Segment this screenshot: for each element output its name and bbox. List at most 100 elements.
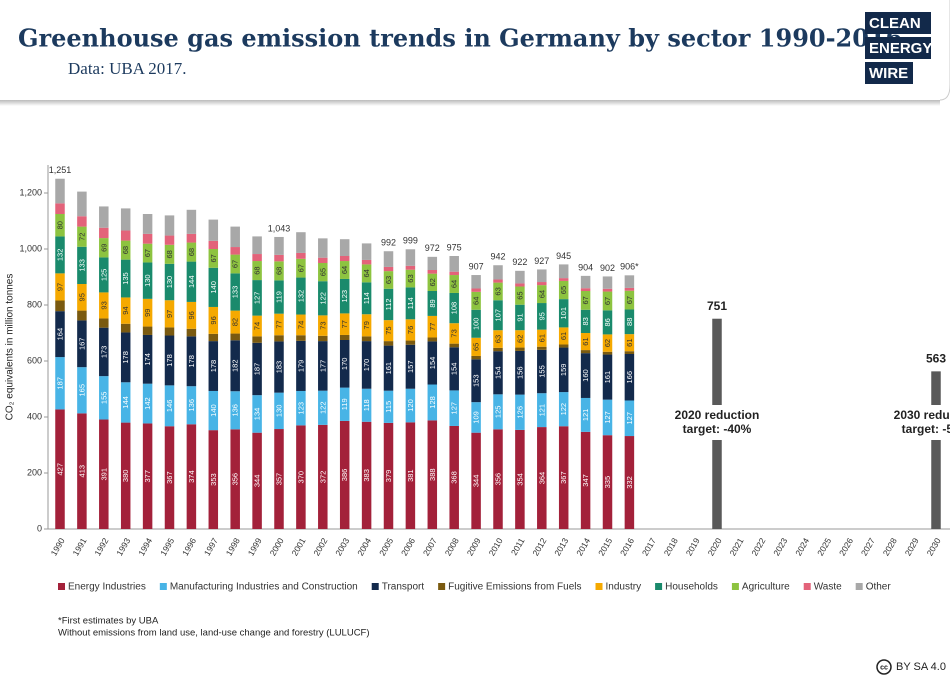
bar-segment: [230, 340, 240, 392]
bar-segment: [558, 392, 569, 427]
bar-segment: [77, 367, 87, 414]
total-label: 1,251: [49, 165, 72, 175]
bar-segment: [296, 277, 306, 315]
x-tick-label: 1997: [202, 536, 220, 558]
bar-segment: [296, 425, 306, 529]
bar-value-label: 86: [603, 318, 612, 326]
bar-segment: [624, 334, 635, 352]
legend-swatch: [438, 583, 446, 590]
bar-segment: [142, 214, 153, 234]
target-bar: [931, 440, 941, 529]
legend-swatch: [159, 583, 167, 590]
bar-segment: [537, 329, 547, 347]
bar-segment: [142, 383, 153, 424]
bar-value-label: 96: [209, 316, 218, 324]
header-shadow: [0, 100, 940, 106]
x-tick-label: 1993: [114, 536, 132, 558]
bar-segment: [471, 432, 481, 529]
x-tick-label: 2002: [311, 536, 329, 558]
bar-value-label: 383: [362, 469, 371, 482]
target-label: 2030 reduction: [894, 408, 950, 422]
bar-segment: [274, 335, 284, 342]
bar-segment: [296, 252, 306, 259]
bar-segment: [55, 409, 65, 529]
bar-segment: [427, 291, 438, 316]
bar-value-label: 97: [165, 310, 174, 318]
bar-value-label: 178: [121, 351, 130, 364]
bar-segment: [339, 278, 350, 314]
bar-segment: [120, 422, 131, 529]
bar-value-label: 155: [537, 365, 546, 378]
bar-segment: [449, 425, 459, 529]
bar-segment: [77, 246, 87, 284]
bar-segment: [405, 422, 416, 529]
bar-segment: [274, 261, 284, 281]
bar-segment: [274, 280, 284, 314]
bar-segment: [339, 340, 350, 388]
logo-text: CLEAN: [869, 15, 921, 32]
bar-value-label: 134: [253, 408, 262, 421]
bar-segment: [558, 344, 569, 348]
bar-segment: [77, 320, 87, 368]
bar-segment: [318, 238, 328, 258]
bar-segment: [383, 266, 394, 272]
bar-segment: [208, 249, 219, 268]
bar-value-label: 391: [99, 468, 108, 481]
bar-segment: [515, 270, 525, 284]
bar-value-label: 77: [428, 323, 437, 331]
bar-segment: [318, 335, 328, 342]
bar-segment: [120, 208, 131, 231]
bar-value-label: 62: [603, 339, 612, 347]
bar-segment: [624, 275, 635, 288]
bar-segment: [471, 309, 481, 338]
bar-value-label: 154: [450, 363, 459, 376]
y-axis-label: CO₂ equivalents in million tonnes: [5, 274, 16, 421]
bar-segment: [252, 236, 262, 255]
bar-value-label: 187: [253, 363, 262, 376]
bar-segment: [580, 397, 591, 432]
bar-segment: [493, 279, 503, 283]
bar-segment: [164, 235, 175, 245]
bar-value-label: 83: [581, 317, 590, 325]
bar-segment: [77, 310, 87, 321]
bar-value-label: 344: [253, 475, 262, 488]
bar-segment: [405, 265, 416, 270]
bar-value-label: 64: [362, 269, 371, 277]
bar-segment: [252, 432, 262, 529]
bar-segment: [186, 328, 197, 337]
bar-segment: [361, 314, 372, 337]
bar-value-label: 367: [559, 471, 568, 484]
bar-segment: [449, 275, 459, 293]
bar-segment: [120, 332, 131, 383]
x-tick-label: 2023: [771, 536, 789, 558]
bar-segment: [624, 351, 635, 354]
x-tick-label: 2005: [377, 536, 395, 558]
bar-value-label: 88: [625, 318, 634, 326]
bar-value-label: 67: [603, 297, 612, 305]
bar-value-label: 61: [559, 332, 568, 340]
bar-segment: [252, 336, 262, 343]
note: *First estimates by UBA: [58, 616, 159, 627]
bar-segment: [318, 257, 328, 263]
bar-segment: [142, 334, 153, 384]
bar-segment: [274, 236, 284, 255]
x-tick-label: 2015: [596, 536, 614, 558]
x-tick-label: 1996: [180, 536, 198, 558]
bar-value-label: 74: [253, 322, 262, 330]
bar-value-label: 77: [340, 320, 349, 328]
x-tick-label: 2022: [749, 536, 767, 558]
bar-segment: [537, 393, 547, 428]
bar-segment: [361, 282, 372, 315]
bar-segment: [580, 309, 591, 333]
bar-segment: [537, 285, 547, 304]
bar-segment: [99, 376, 109, 420]
bar-value-label: 126: [515, 406, 524, 419]
bar-segment: [318, 281, 328, 316]
bar-value-label: 367: [165, 471, 174, 484]
bar-segment: [580, 431, 591, 529]
bar-segment: [515, 304, 525, 331]
bar-segment: [427, 420, 438, 529]
bar-segment: [449, 256, 459, 272]
bar-segment: [208, 240, 219, 249]
